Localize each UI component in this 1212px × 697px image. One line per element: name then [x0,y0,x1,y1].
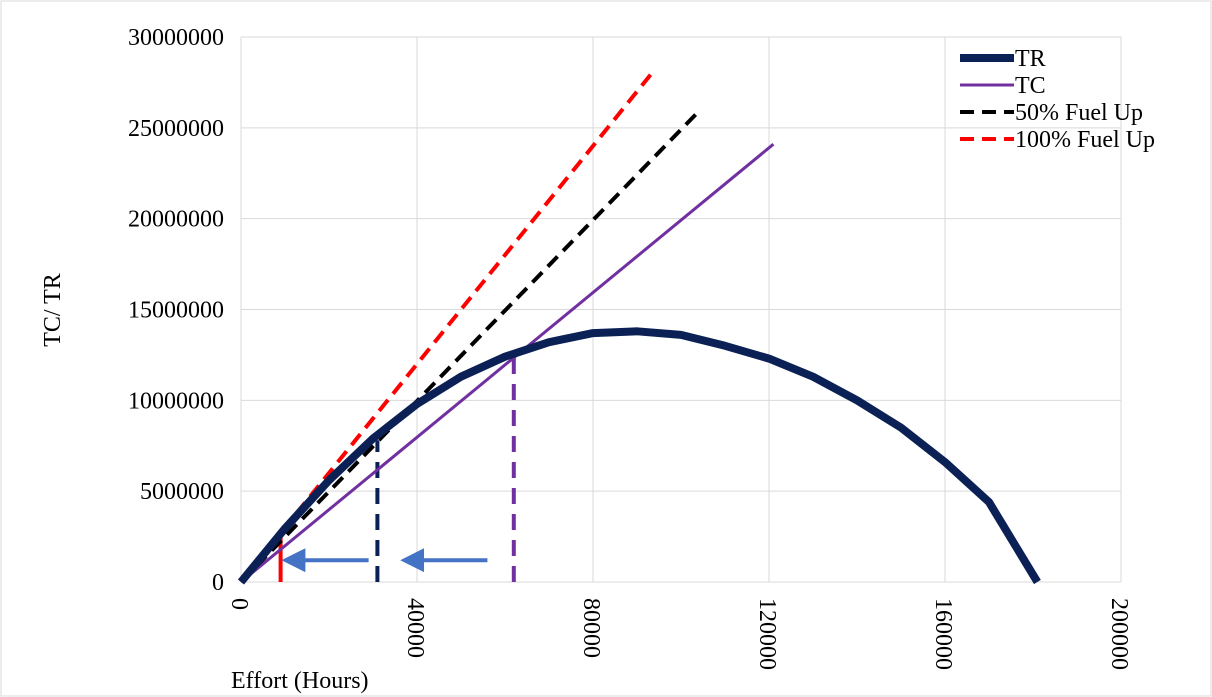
y-tick-label: 25000000 [128,116,224,142]
y-tick-label: 30000000 [128,25,224,51]
x-tick-label: 80000 [578,598,604,658]
x-tick-label: 0 [226,598,252,610]
x-tick-label: 120000 [754,598,780,670]
legend-label: 100% Fuel Up [1015,127,1155,153]
x-axis-title: Effort (Hours) [231,668,369,694]
legend-label: TC [1015,73,1046,99]
legend-label: 50% Fuel Up [1015,100,1143,126]
x-tick-label: 40000 [402,598,428,658]
series [237,68,1041,585]
series-line-tc [240,143,775,584]
series-line-50-fuel-up [239,110,701,584]
series-line-tr [237,327,1041,585]
x-tick-label: 160000 [930,598,956,670]
y-tick-label: 5000000 [140,479,224,505]
grid [240,36,1122,583]
y-axis-ticks: 0 5000000 10000000 15000000 20000000 25000000… [128,25,224,596]
y-tick-label: 20000000 [128,207,224,233]
y-axis-title: TC/ TR [40,273,66,347]
y-tick-label: 10000000 [128,388,224,414]
x-tick-label: 200000 [1106,598,1132,670]
y-tick-label: 0 [212,570,224,596]
legend-label: TR [1015,46,1046,72]
y-tick-label: 15000000 [128,298,224,324]
x-axis-ticks: 0 40000 80000 120000 160000 200000 [226,598,1132,670]
